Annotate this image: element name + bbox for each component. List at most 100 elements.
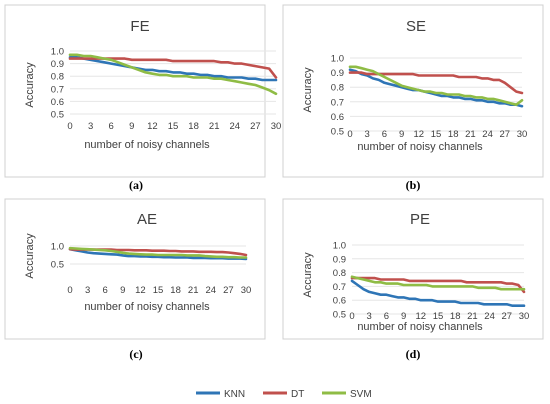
panel-c-xtick-label: 6 — [103, 285, 108, 296]
panel-b-sublabel: (b) — [406, 178, 421, 192]
panel-d-ytick-label: 0.9 — [333, 254, 346, 265]
panel-b-xtick-label: 0 — [347, 129, 352, 140]
panel-b-ytick-label: 0.9 — [331, 68, 344, 79]
panel-b-ytick-label: 1.0 — [331, 54, 344, 65]
panel-a-ytick-label: 0.5 — [51, 110, 64, 121]
panel-c-ytick-label: 0.5 — [51, 260, 64, 271]
panel-a-ylabel: Accuracy — [24, 62, 36, 108]
panel-a-series-knn — [68, 55, 278, 82]
panel-a-ytick-label: 0.9 — [51, 59, 64, 70]
panel-d-xtick-label: 27 — [502, 311, 513, 322]
panel-a-sublabel: (a) — [129, 178, 143, 192]
panel-c-xtick-label: 21 — [188, 285, 199, 296]
panel-d-ytick-label: 0.7 — [333, 282, 346, 293]
panel-d-xtick-label: 30 — [519, 311, 530, 322]
panel-a-xtick-label: 21 — [209, 121, 220, 132]
panel-b-xtick-label: 27 — [500, 129, 511, 140]
panel-c-xtick-label: 0 — [67, 285, 72, 296]
panel-a-xlabel: number of noisy channels — [84, 139, 210, 151]
panel-c-xtick-label: 9 — [120, 285, 125, 296]
panel-d: PE Accuracy number of noisy channels 0.5… — [282, 198, 544, 340]
panel-d-series-svm — [350, 275, 526, 291]
panel-c-title: AE — [137, 211, 157, 228]
panel-d-series-knn — [350, 279, 526, 308]
panel-a-ytick-label: 0.8 — [51, 72, 64, 83]
panel-a-frame — [4, 4, 266, 178]
panel-d-xtick-label: 3 — [367, 311, 372, 322]
panel-d-xtick-label: 15 — [433, 311, 444, 322]
panel-c-frame — [4, 198, 266, 340]
panel-d-frame — [282, 198, 544, 340]
panel-d-ytick-label: 0.5 — [333, 310, 346, 321]
panel-d-ytick-label: 0.6 — [333, 296, 346, 307]
panel-b-xtick-label: 18 — [448, 129, 459, 140]
panel-d-xtick-label: 21 — [467, 311, 478, 322]
panel-a-xtick-label: 24 — [230, 121, 241, 132]
panel-c-xlabel: number of noisy channels — [84, 301, 210, 313]
panel-c-xtick-label: 27 — [223, 285, 234, 296]
panel-c-ylabel: Accuracy — [24, 233, 36, 279]
panel-b: SE Accuracy number of noisy channels 0.5… — [282, 4, 544, 178]
panel-c-xtick-label: 3 — [85, 285, 90, 296]
panel-a: FE Accuracy number of noisy channels 0.5… — [4, 4, 282, 178]
panel-c-ytick-label: 1.0 — [51, 242, 64, 253]
panel-b-xtick-label: 24 — [482, 129, 493, 140]
panel-b-xtick-label: 6 — [382, 129, 387, 140]
panel-a-ytick-label: 1.0 — [51, 47, 64, 58]
panel-a-ytick-label: 0.7 — [51, 84, 64, 95]
panel-c-plot: 0.5 1.0 0 3 6 9 12 15 18 21 24 27 30 — [51, 242, 252, 297]
panel-c-xtick-label: 18 — [170, 285, 181, 296]
panel-c-series-knn — [68, 247, 248, 261]
panel-a-xtick-label: 0 — [67, 121, 72, 132]
panel-a-xtick-label: 30 — [271, 121, 282, 132]
panel-d-ytick-label: 1.0 — [333, 241, 346, 252]
panel-b-ytick-label: 0.6 — [331, 112, 344, 123]
panel-a-xtick-label: 15 — [168, 121, 179, 132]
legend-label-knn: KNN — [224, 389, 245, 400]
panel-b-xtick-label: 21 — [465, 129, 476, 140]
panel-d-sublabel: (d) — [406, 347, 421, 361]
panel-d-xtick-label: 9 — [401, 311, 406, 322]
panel-d-ylabel: Accuracy — [302, 252, 314, 298]
panel-c-xtick-label: 12 — [135, 285, 146, 296]
panel-b-series-svm — [348, 65, 524, 106]
panel-b-xtick-label: 30 — [517, 129, 528, 140]
panel-d-xtick-label: 24 — [484, 311, 495, 322]
panel-d-series-dt — [350, 276, 526, 294]
panel-a-xtick-label: 27 — [250, 121, 261, 132]
panel-b-title: SE — [406, 18, 426, 35]
panel-b-ytick-label: 0.7 — [331, 97, 344, 108]
panel-d-xtick-label: 0 — [349, 311, 354, 322]
panel-d-title: PE — [410, 211, 430, 228]
panel-c-xtick-label: 15 — [153, 285, 164, 296]
panel-a-xtick-label: 3 — [88, 121, 93, 132]
panel-d-ytick-label: 0.8 — [333, 268, 346, 279]
panel-a-xtick-label: 12 — [147, 121, 158, 132]
panel-a-xtick-label: 18 — [188, 121, 199, 132]
panel-c-sublabel: (c) — [129, 347, 142, 361]
panel-a-ytick-label: 0.6 — [51, 97, 64, 108]
legend: KNN DT SVM — [196, 389, 372, 400]
panel-b-series-knn — [348, 68, 524, 108]
panel-d-xtick-label: 12 — [416, 311, 427, 322]
panel-b-ytick-label: 0.5 — [331, 127, 344, 138]
panel-d-xlabel: number of noisy channels — [357, 321, 483, 333]
panel-a-xtick-label: 6 — [109, 121, 114, 132]
panel-a-xtick-label: 9 — [129, 121, 134, 132]
panel-c-xtick-label: 24 — [206, 285, 217, 296]
panel-d-xtick-label: 6 — [384, 311, 389, 322]
panel-a-plot: 0.5 0.6 0.70.8 0.91.0 0 3 6 9 12 15 18 21 24 27 30 — [51, 47, 282, 133]
panel-b-plot: 0.5 0.6 0.7 0.8 0.9 1.0 0 3 6 9 12 15 18 21 24 27 30 — [331, 54, 528, 141]
panel-d-xtick-label: 18 — [450, 311, 461, 322]
panel-b-xlabel: number of noisy channels — [357, 141, 483, 153]
panel-b-xtick-label: 9 — [399, 129, 404, 140]
panel-c: AE Accuracy number of noisy channels 0.5… — [4, 198, 266, 340]
panel-c-xtick-label: 30 — [241, 285, 252, 296]
panel-b-xtick-label: 15 — [431, 129, 442, 140]
legend-label-svm: SVM — [350, 389, 372, 400]
panel-c-series-svm — [68, 246, 248, 259]
panel-b-ylabel: Accuracy — [302, 67, 314, 113]
panel-b-ytick-label: 0.8 — [331, 83, 344, 94]
legend-label-dt: DT — [291, 389, 304, 400]
